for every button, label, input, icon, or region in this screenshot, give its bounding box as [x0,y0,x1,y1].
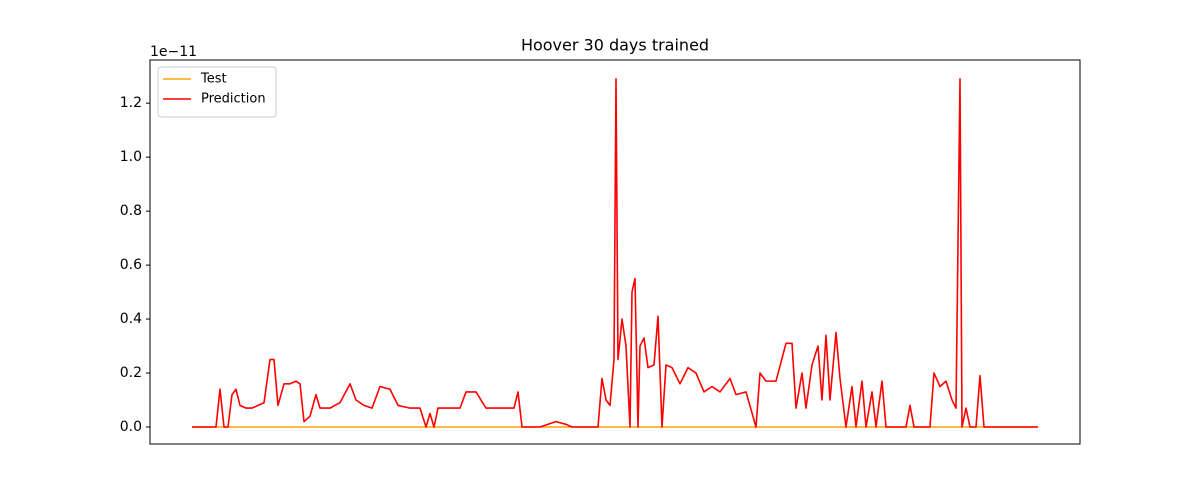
y-tick-label: 0.8 [120,203,142,219]
chart-title: Hoover 30 days trained [521,36,709,55]
plot-frame [149,59,1081,445]
y-offset-label: 1e−11 [150,44,197,60]
legend-label: Test [200,72,227,87]
y-tick-label: 0.6 [120,257,142,273]
y-tick-label: 1.2 [120,95,142,111]
y-tick-label: 0.0 [120,419,142,435]
legend-label: Prediction [201,92,266,107]
series-line [192,78,1038,428]
y-tick-label: 0.4 [120,311,142,327]
y-tick-label: 1.0 [120,149,142,165]
y-tick-label: 0.2 [120,365,142,381]
